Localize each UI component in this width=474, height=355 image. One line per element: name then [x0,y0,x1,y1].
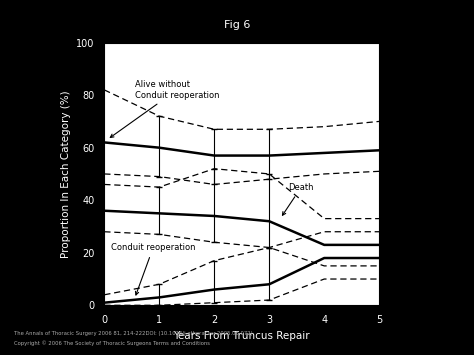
Text: 18 %: 18 % [383,253,406,262]
Text: 59 %: 59 % [383,146,406,155]
X-axis label: Years From Truncus Repair: Years From Truncus Repair [173,331,310,340]
Y-axis label: Proportion In Each Category (%): Proportion In Each Category (%) [61,90,71,258]
Text: Conduit reoperation: Conduit reoperation [111,243,195,295]
Text: Death: Death [283,183,314,215]
Text: Copyright © 2006 The Society of Thoracic Surgeons Terms and Conditions: Copyright © 2006 The Society of Thoracic… [14,340,210,346]
Text: 23 %: 23 % [383,240,406,249]
Text: Alive without
Conduit reoperation: Alive without Conduit reoperation [110,80,219,137]
Text: Fig 6: Fig 6 [224,20,250,29]
Text: The Annals of Thoracic Surgery 2006 81, 214-222DOI: (10.1016/j.athoracsur.2005.0: The Annals of Thoracic Surgery 2006 81, … [14,332,253,337]
